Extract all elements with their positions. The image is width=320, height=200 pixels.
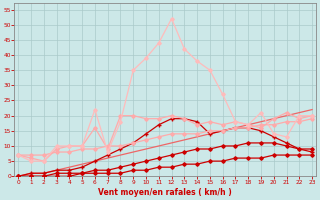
X-axis label: Vent moyen/en rafales ( km/h ): Vent moyen/en rafales ( km/h ) bbox=[98, 188, 232, 197]
